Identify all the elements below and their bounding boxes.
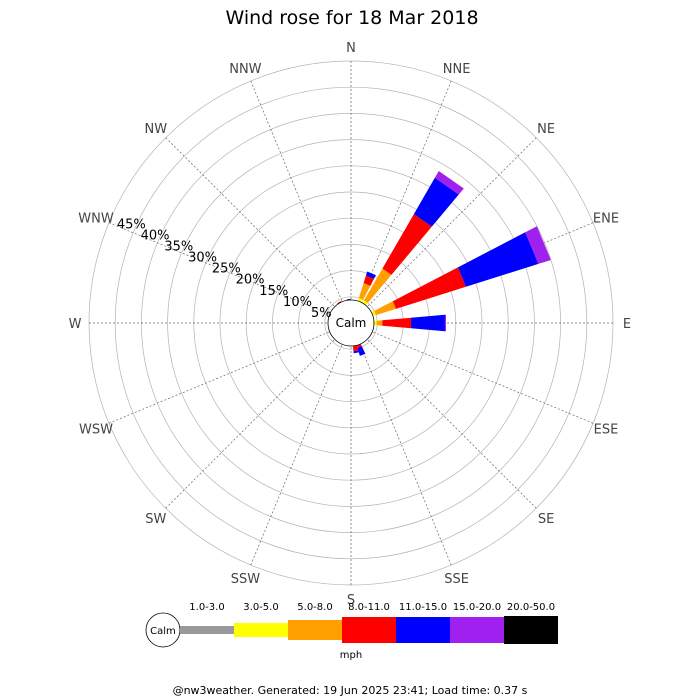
- radial-tick-labels: 5%10%15%20%25%30%35%40%45%: [117, 217, 332, 321]
- spoke-line: [350, 137, 537, 324]
- legend-swatch: [450, 617, 504, 643]
- direction-label: N: [346, 41, 356, 56]
- direction-label: NNW: [229, 62, 261, 77]
- legend-swatch: [342, 617, 396, 643]
- wind-bar-segment: [365, 271, 376, 279]
- direction-label: WSW: [79, 423, 113, 438]
- legend-bin-label: 15.0-20.0: [453, 602, 501, 613]
- radial-tick-label: 45%: [117, 217, 146, 232]
- legend-swatch: [234, 623, 288, 637]
- wind-bar-segment: [346, 298, 351, 300]
- wind-bar-segment: [457, 232, 539, 287]
- direction-labels: N NNE NE ENE E ESE SE SSE S SSW SW WSW W WNW NW NNW: [69, 41, 632, 608]
- radial-tick-label: 15%: [259, 284, 288, 299]
- chart-title: Wind rose for 18 Mar 2018: [225, 7, 478, 29]
- wind-bar-segment: [357, 346, 366, 356]
- direction-label: SSW: [231, 572, 261, 587]
- radial-tick-label: 35%: [164, 239, 193, 254]
- direction-label: NE: [537, 122, 555, 137]
- wind-bar-segment: [382, 214, 432, 275]
- wind-bar-segment: [364, 268, 392, 303]
- radial-tick-label: 5%: [311, 306, 332, 321]
- speed-legend: Calm 1.0-3.0 3.0-5.0 5.0-8.0 8.0-11.0 11.0-15…: [145, 602, 558, 661]
- legend-swatch: [180, 626, 234, 634]
- direction-label: NW: [145, 122, 168, 137]
- legend-bin-label: 8.0-11.0: [348, 602, 390, 613]
- legend-bin-label: 11.0-15.0: [399, 602, 447, 613]
- wind-bar-segment: [352, 344, 359, 352]
- wind-bar-segment: [434, 170, 464, 195]
- wind-bar-segment: [363, 275, 374, 286]
- footer-text: @nw3weather. Generated: 19 Jun 2025 23:4…: [173, 684, 528, 697]
- direction-label: S: [347, 593, 355, 608]
- direction-label: ENE: [593, 211, 619, 226]
- direction-label: E: [623, 317, 631, 332]
- legend-calm-label: Calm: [150, 626, 176, 637]
- wind-bar-segment: [376, 320, 383, 326]
- grid-ring: [219, 191, 483, 455]
- direction-label: ESE: [594, 423, 619, 438]
- spoke-line: [165, 322, 352, 509]
- radial-tick-label: 25%: [212, 262, 241, 277]
- direction-label: SW: [145, 512, 166, 527]
- legend-swatch: [504, 616, 558, 644]
- legend-unit: mph: [340, 650, 362, 661]
- wind-bar-segment: [358, 283, 371, 300]
- wind-bar-segment: [411, 314, 445, 332]
- direction-label: SSE: [444, 572, 469, 587]
- wind-bar-segment: [392, 267, 466, 309]
- radial-tick-label: 30%: [188, 251, 217, 266]
- direction-label: SE: [538, 512, 554, 527]
- radial-tick-label: 40%: [141, 228, 170, 243]
- wind-bar-segment: [525, 226, 551, 264]
- legend-swatch: [288, 620, 342, 640]
- wind-bar-segment: [413, 177, 459, 227]
- legend-bin-label: 5.0-8.0: [297, 602, 332, 613]
- grid-ring: [114, 86, 588, 560]
- direction-label: NNE: [443, 62, 471, 77]
- radial-tick-label: 10%: [283, 295, 312, 310]
- direction-label: WNW: [78, 211, 114, 226]
- grid-ring: [167, 139, 535, 507]
- wind-bar-segment: [382, 317, 412, 329]
- legend-bin-label: 3.0-5.0: [243, 602, 278, 613]
- legend-bin-label: 20.0-50.0: [507, 602, 555, 613]
- direction-label: W: [69, 317, 82, 332]
- legend-bin-label: 1.0-3.0: [189, 602, 224, 613]
- legend-swatch: [396, 617, 450, 643]
- wind-bars: [328, 170, 551, 356]
- wind-bar-segment: [444, 314, 447, 332]
- radial-tick-label: 20%: [236, 273, 265, 288]
- wind-bar-segment: [374, 301, 396, 316]
- wind-bar-segment: [353, 350, 359, 354]
- calm-label: Calm: [336, 316, 367, 330]
- calm-circle: Calm: [327, 299, 375, 347]
